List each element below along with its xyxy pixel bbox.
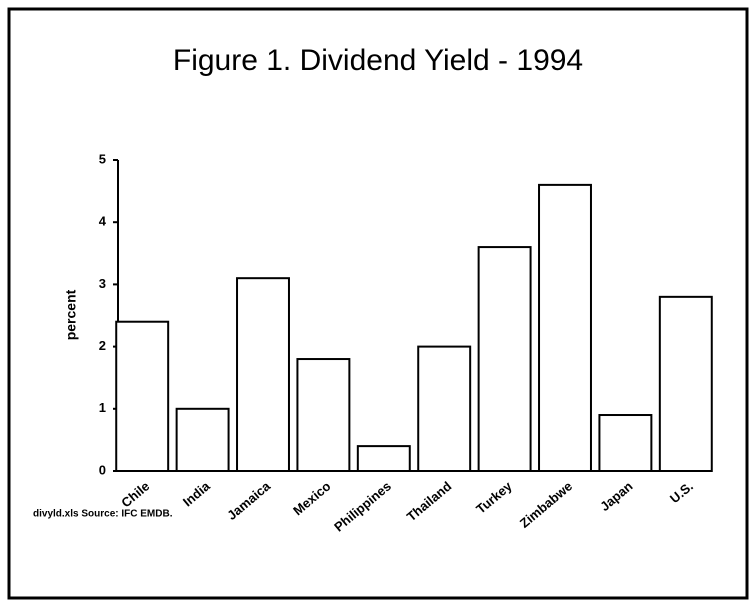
x-tick-label: Chile bbox=[118, 478, 152, 510]
bar bbox=[236, 277, 290, 472]
bar bbox=[538, 183, 592, 472]
y-tick-label: 4 bbox=[99, 214, 107, 229]
bar bbox=[296, 358, 351, 473]
x-tick-label: Mexico bbox=[290, 478, 333, 518]
x-tick-label: U.S. bbox=[667, 478, 696, 506]
bar bbox=[417, 345, 472, 473]
y-tick-label: 1 bbox=[99, 400, 106, 415]
chart-title: Figure 1. Dividend Yield - 1994 bbox=[173, 44, 583, 77]
bar bbox=[598, 414, 653, 472]
bar bbox=[175, 407, 230, 472]
x-tick-label: Philippines bbox=[331, 478, 394, 534]
y-axis-label: percent bbox=[63, 289, 79, 340]
y-tick-label: 2 bbox=[99, 338, 106, 353]
bar bbox=[477, 246, 532, 472]
x-tick-label: India bbox=[180, 478, 213, 509]
x-tick-label: Jamaica bbox=[224, 478, 274, 523]
x-tick-label: Thailand bbox=[404, 478, 455, 524]
x-tick-label: Zimbabwe bbox=[517, 478, 575, 530]
source-note: divyld.xls Source: IFC EMDB. bbox=[33, 509, 173, 520]
bar bbox=[658, 295, 713, 472]
x-tick-label: Turkey bbox=[473, 478, 515, 517]
y-tick-label: 5 bbox=[99, 151, 106, 166]
x-tick-label: Japan bbox=[597, 478, 635, 514]
y-tick-label: 0 bbox=[99, 462, 106, 477]
bar bbox=[115, 320, 170, 472]
bar bbox=[356, 445, 411, 472]
y-tick-label: 3 bbox=[99, 276, 106, 291]
frame bbox=[7, 7, 749, 600]
